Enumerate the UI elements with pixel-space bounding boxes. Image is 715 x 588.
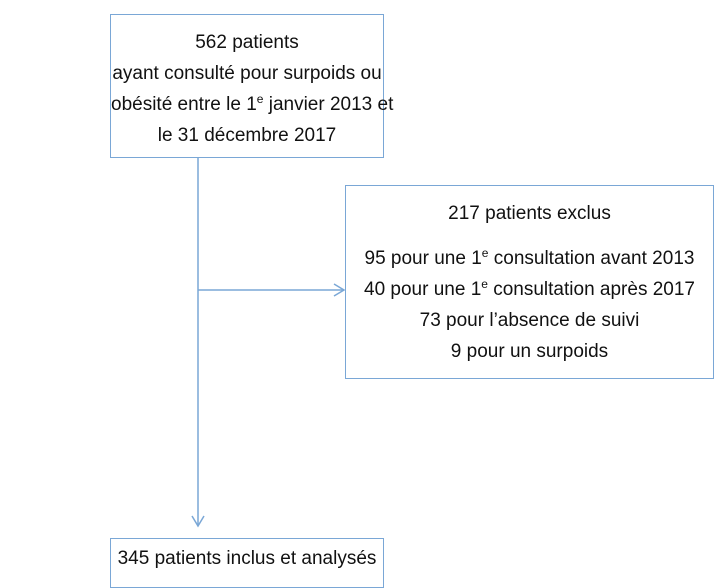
connectors (191, 157, 346, 528)
text-line: 40 pour une 1e consultation après 2017 (346, 274, 713, 305)
text-part: janvier 2013 et (263, 94, 394, 115)
text-line: 9 pour un surpoids (450, 341, 609, 362)
excluded-box: 217 patients exclus 95 pour une 1e consu… (345, 185, 714, 379)
text-part: obésité entre le 1 (111, 94, 257, 115)
page: 562 patients ayant consulté pour surpoids… (110, 14, 714, 588)
text-line: obésité entre le 1e janvier 2013 et (111, 89, 393, 120)
arrow-head (333, 283, 346, 297)
arrow-head (191, 515, 205, 528)
included-box: 345 patients inclus et analysés (110, 538, 384, 588)
box-title: 217 patients exclus (448, 203, 611, 224)
superscript: e (481, 246, 489, 260)
text-line: le 31 décembre 2017 (157, 125, 337, 146)
text-line: ayant consulté pour surpoids ou (112, 63, 382, 84)
text-line: 95 pour une 1e consultation avant 2013 (346, 243, 713, 274)
text-line: 562 patients (195, 32, 299, 53)
text-line: 73 pour l’absence de suivi (419, 310, 640, 331)
text-line: 345 patients inclus et analysés (117, 548, 377, 569)
text-part: 95 pour une 1 (364, 248, 482, 269)
superscript: e (256, 92, 264, 106)
superscript: e (481, 277, 488, 291)
text-part: consultation après 2017 (487, 279, 695, 300)
text-part: 40 pour une 1 (364, 279, 482, 300)
start-box: 562 patients ayant consulté pour surpoids… (110, 14, 393, 158)
text-part: consultation avant 2013 (488, 248, 695, 269)
